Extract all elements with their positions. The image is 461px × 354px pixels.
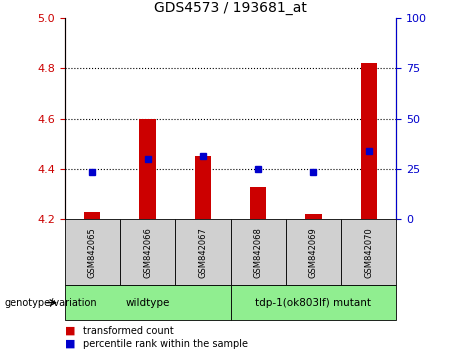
Text: GSM842066: GSM842066 — [143, 227, 152, 278]
Bar — [139, 119, 156, 219]
Text: GSM842070: GSM842070 — [364, 227, 373, 278]
Title: GDS4573 / 193681_at: GDS4573 / 193681_at — [154, 1, 307, 15]
Text: genotype/variation: genotype/variation — [5, 298, 97, 308]
Text: wildtype: wildtype — [125, 298, 170, 308]
Text: percentile rank within the sample: percentile rank within the sample — [83, 339, 248, 349]
Text: GSM842068: GSM842068 — [254, 227, 263, 278]
Bar — [361, 63, 377, 219]
Text: ■: ■ — [65, 339, 75, 349]
Text: GSM842067: GSM842067 — [198, 227, 207, 278]
Bar — [84, 212, 100, 219]
Bar — [195, 156, 211, 219]
Text: tdp-1(ok803lf) mutant: tdp-1(ok803lf) mutant — [255, 298, 372, 308]
Bar — [250, 187, 266, 219]
Text: ■: ■ — [65, 326, 75, 336]
Text: GSM842065: GSM842065 — [88, 227, 97, 278]
Text: GSM842069: GSM842069 — [309, 227, 318, 278]
Bar — [305, 215, 322, 219]
Text: transformed count: transformed count — [83, 326, 174, 336]
